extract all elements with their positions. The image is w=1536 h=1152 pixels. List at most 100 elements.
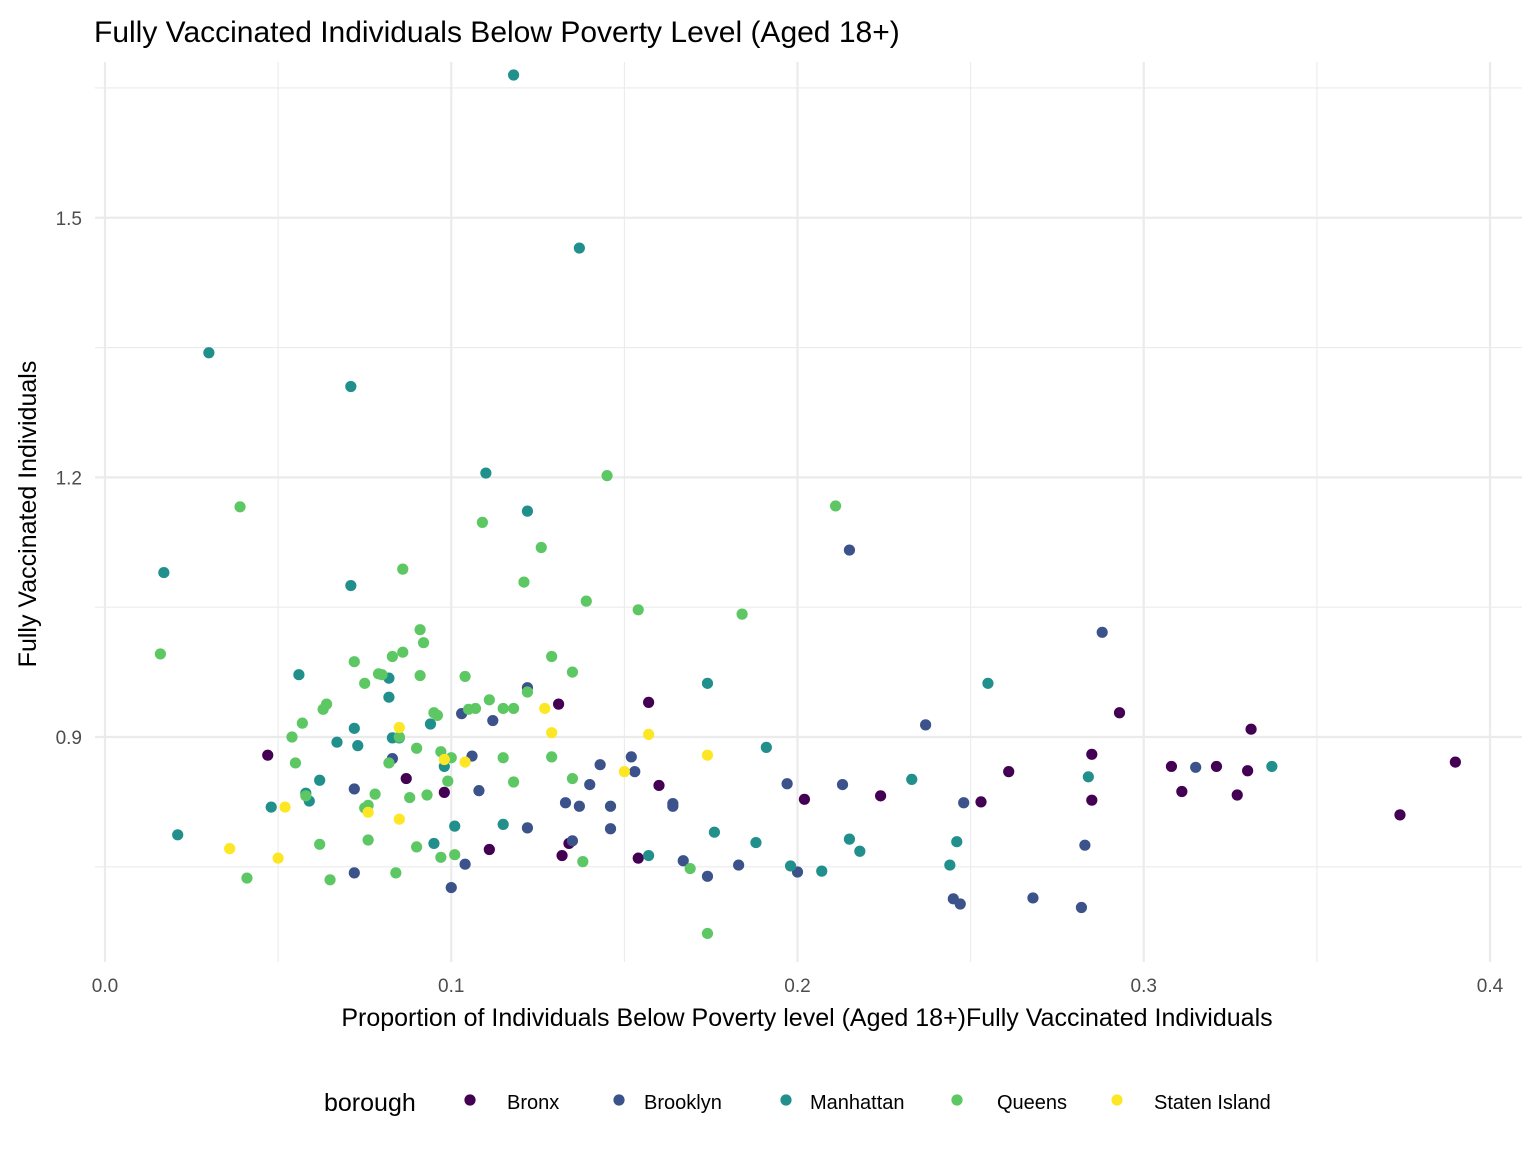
point-queens (521, 686, 534, 698)
point-queens (348, 656, 360, 668)
point-brooklyn (1079, 839, 1091, 851)
y-tick-label: 1.2 (56, 468, 82, 489)
ticks-layer: 0.0 0.1 0.2 0.3 0.4 0.9 1.2 1.5 (56, 209, 1504, 997)
legend-label-brooklyn: Brooklyn (644, 1092, 722, 1114)
point-brooklyn (701, 870, 714, 882)
point-manhattan (843, 833, 856, 845)
point-staten-island (224, 843, 236, 855)
point-queens (546, 751, 558, 763)
point-manhattan (203, 347, 215, 359)
point-manhattan (701, 677, 714, 689)
point-queens (507, 776, 520, 788)
point-bronx (1086, 794, 1098, 806)
point-brooklyn (677, 855, 689, 867)
point-bronx (1231, 789, 1243, 801)
x-tick-label: 0.4 (1477, 976, 1504, 997)
x-tick-label: 0.0 (92, 976, 118, 997)
point-queens (397, 646, 409, 658)
point-queens (546, 650, 558, 663)
x-tick-label: 0.1 (438, 976, 464, 997)
x-tick-label: 0.2 (784, 976, 810, 997)
point-staten-island (393, 721, 405, 734)
point-brooklyn (566, 835, 579, 847)
point-queens (300, 790, 312, 802)
point-queens (829, 500, 842, 512)
point-manhattan (816, 865, 828, 877)
point-bronx (1113, 707, 1126, 719)
point-manhattan (951, 836, 963, 848)
point-queens (684, 862, 696, 875)
point-brooklyn (459, 858, 471, 870)
point-brooklyn (604, 823, 617, 835)
legend-key-bronx (464, 1094, 476, 1106)
point-brooklyn (573, 800, 585, 812)
point-queens (404, 791, 416, 804)
point-manhattan (507, 69, 520, 81)
point-staten-island (643, 728, 655, 741)
point-manhattan (497, 818, 509, 831)
point-queens (362, 834, 374, 846)
point-bronx (1086, 748, 1098, 760)
point-bronx (1003, 766, 1015, 778)
point-manhattan (750, 836, 762, 849)
x-axis-title: Proportion of Individuals Below Poverty … (341, 1004, 1272, 1032)
point-queens (383, 757, 395, 769)
point-queens (449, 849, 461, 861)
point-manhattan (521, 505, 534, 517)
point-brooklyn (625, 751, 637, 763)
point-manhattan (449, 820, 461, 832)
point-manhattan (944, 859, 956, 871)
point-bronx (643, 696, 655, 708)
chart-title: Fully Vaccinated Individuals Below Pover… (94, 16, 900, 49)
point-brooklyn (954, 898, 966, 910)
point-manhattan (708, 826, 721, 838)
point-queens (701, 927, 714, 940)
point-queens (497, 752, 509, 764)
point-brooklyn (1075, 901, 1088, 914)
point-queens (359, 677, 371, 689)
point-brooklyn (521, 822, 534, 834)
point-queens (411, 742, 423, 754)
point-manhattan (293, 669, 305, 681)
point-queens (321, 698, 333, 710)
point-queens (497, 702, 509, 715)
point-bronx (798, 793, 811, 805)
point-queens (483, 694, 495, 706)
points-layer (154, 69, 1461, 940)
point-queens (442, 775, 454, 787)
point-queens (324, 874, 336, 886)
grid-layer (95, 62, 1522, 962)
point-staten-island (539, 702, 551, 715)
point-bronx (400, 772, 412, 785)
point-brooklyn (594, 759, 606, 771)
point-bronx (1242, 765, 1254, 777)
point-queens (296, 717, 308, 729)
point-queens (421, 789, 433, 801)
legend-label-queens: Queens (997, 1092, 1067, 1114)
point-queens (577, 856, 589, 868)
point-staten-island (459, 756, 471, 768)
point-queens (736, 608, 748, 620)
point-brooklyn (1190, 761, 1202, 773)
point-manhattan (906, 773, 918, 786)
point-bronx (1449, 756, 1461, 768)
point-brooklyn (473, 785, 485, 797)
point-manhattan (345, 579, 357, 592)
point-queens (518, 576, 530, 588)
point-queens (566, 772, 579, 785)
point-queens (566, 666, 579, 678)
point-bronx (1176, 785, 1188, 798)
point-queens (580, 595, 592, 607)
point-bronx (632, 852, 644, 864)
point-queens (507, 702, 520, 715)
point-brooklyn (445, 881, 457, 894)
point-queens (286, 731, 298, 743)
point-manhattan (854, 845, 866, 857)
point-queens (386, 650, 398, 663)
point-brooklyn (1027, 892, 1039, 904)
point-manhattan (428, 837, 440, 850)
point-queens (632, 604, 644, 616)
legend-key-staten-island (1111, 1094, 1123, 1106)
point-bronx (875, 790, 887, 802)
